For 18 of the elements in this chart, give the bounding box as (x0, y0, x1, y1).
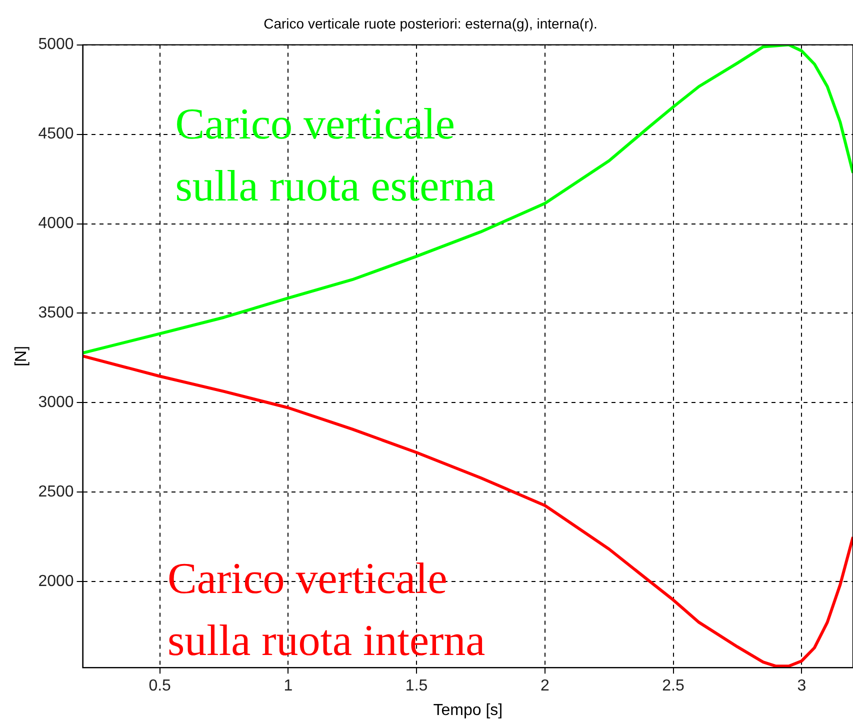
x-axis-title: Tempo [s] (433, 702, 503, 719)
x-tick-label: 2.5 (662, 678, 685, 695)
annotation: Carico verticale sulla ruota esterna (175, 99, 496, 210)
y-tick-label: 2500 (38, 484, 74, 501)
x-tick-label: 0.5 (148, 678, 172, 695)
chart-title: Carico verticale ruote posteriori: esterna(g), interna(r). (264, 15, 598, 32)
y-tick-label: 4000 (38, 215, 74, 232)
y-tick-label: 2000 (38, 573, 74, 590)
x-tick-label: 3 (797, 678, 806, 695)
x-tick-label: 2 (540, 678, 550, 695)
x-tick-label: 1 (284, 678, 293, 695)
y-axis-title: [N] (13, 346, 30, 366)
y-tick-label: 3000 (38, 394, 74, 412)
y-tick-label: 3500 (38, 304, 74, 322)
x-tick-label: 1.5 (405, 678, 428, 695)
y-tick-label: 4500 (38, 126, 74, 143)
y-tick-label: 5000 (38, 36, 74, 54)
annotation: Carico verticale sulla ruota interna (168, 554, 486, 665)
